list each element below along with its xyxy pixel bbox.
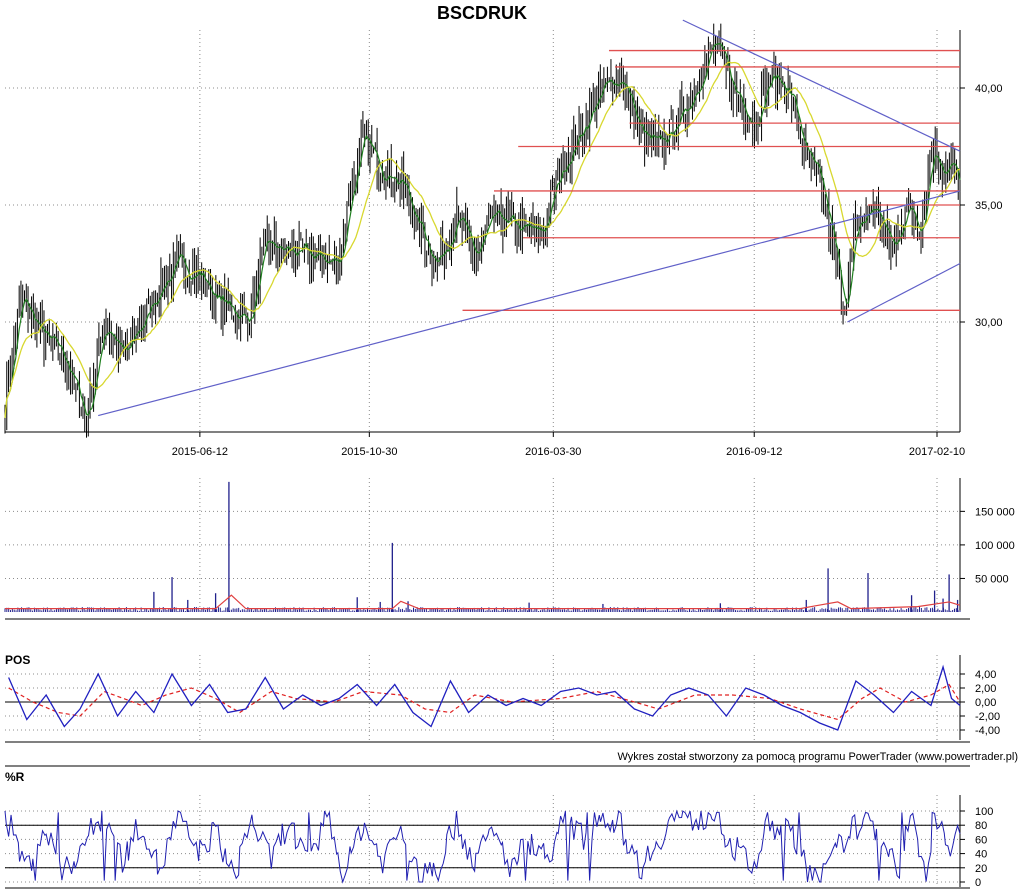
volume-panel: 50 000 100 000 150 000	[4, 478, 1015, 620]
chart-title: BSCDRUK	[437, 3, 527, 23]
price-xtick-label-4: 2017-02-10	[909, 446, 965, 458]
wr-ytick-label-0: 100	[975, 806, 993, 818]
volume-ytick-label-2: 150 000	[975, 506, 1015, 518]
pos-ytick-label-3: -2,00	[975, 711, 1000, 723]
wr-ytick-label-2: 60	[975, 834, 987, 846]
pos-line	[8, 664, 961, 731]
pos-panel: POS 4,00 2,00 0,00 -2,00 -4,00	[5, 653, 1000, 767]
pos-ytick-label-4: -4,00	[975, 725, 1000, 737]
pos-signal-line	[8, 683, 961, 721]
price-xtick-label-2: 2016-03-30	[525, 446, 581, 458]
wr-ytick-label-1: 80	[975, 820, 987, 832]
williams-r-panel: %R 100 80 60 40 20 0	[4, 770, 993, 889]
price-ytick-label-2: 40,00	[975, 83, 1003, 95]
volume-ytick-label-1: 100 000	[975, 540, 1015, 552]
price-xtick-label-0: 2015-06-12	[172, 446, 228, 458]
wr-ytick-label-3: 40	[975, 849, 987, 861]
moving-average-fast	[4, 42, 961, 418]
pos-ytick-label-0: 4,00	[975, 669, 996, 681]
williams-r-line	[4, 809, 961, 884]
price-xtick-label-3: 2016-09-12	[726, 446, 782, 458]
price-ytick-label-0: 30,00	[975, 317, 1003, 329]
credit-text: Wykres został stworzony za pomocą progra…	[617, 751, 1018, 763]
wr-ytick-label-4: 20	[975, 863, 987, 875]
pos-label: POS	[5, 653, 30, 667]
wr-ytick-label-5: 0	[975, 877, 981, 889]
moving-average-slow	[4, 61, 961, 418]
pos-ytick-label-1: 2,00	[975, 683, 996, 695]
price-xtick-label-1: 2015-10-30	[341, 446, 397, 458]
trend-line	[98, 190, 961, 417]
volume-ytick-label-0: 50 000	[975, 573, 1009, 585]
pos-ytick-label-2: 0,00	[975, 697, 996, 709]
price-ytick-label-1: 35,00	[975, 200, 1003, 212]
volume-average-line	[5, 594, 961, 610]
trend-line	[847, 262, 961, 323]
trend-line	[682, 19, 961, 152]
price-panel: 30,00 35,00 40,00 2015-06-12 2015-10-30 2016-…	[4, 19, 1003, 458]
williams-r-label: %R	[5, 770, 25, 784]
